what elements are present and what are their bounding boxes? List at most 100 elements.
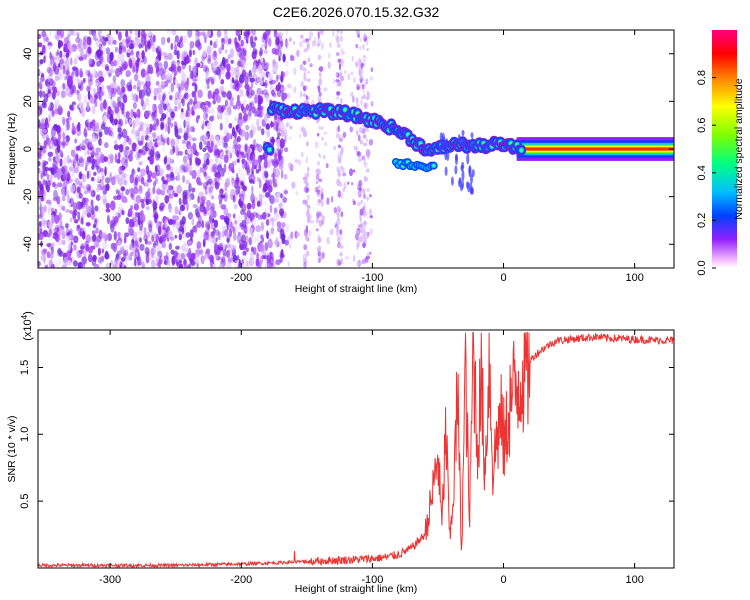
spectrogram-cell <box>69 104 72 110</box>
spectrogram-ridge-blob <box>457 133 461 145</box>
spectrogram-cell <box>144 44 148 53</box>
spectrogram-cell <box>265 123 271 131</box>
spectrogram-cell <box>147 64 151 74</box>
spectrogram-cell <box>297 159 302 166</box>
spectrogram-cell <box>317 199 322 204</box>
spectrogram-cell <box>209 254 214 263</box>
spectrogram-cell <box>290 84 293 90</box>
spectrogram-cell <box>197 114 201 120</box>
spectrogram-cell <box>152 121 158 130</box>
spectrogram-cell <box>211 218 215 224</box>
spectrogram-cell <box>281 71 286 78</box>
spectrogram-cell <box>205 221 211 228</box>
spectrogram-cell <box>274 32 280 38</box>
spectrogram-cell <box>38 261 41 267</box>
spectrogram-cell <box>318 220 322 228</box>
spectrogram-cell <box>206 78 210 85</box>
spectrogram-cell <box>97 247 101 256</box>
spectrogram-cell <box>115 253 120 259</box>
spectrogram-cell <box>249 228 252 235</box>
spectrogram-cell <box>342 131 347 139</box>
spectrogram-cell <box>306 70 311 75</box>
spectrogram-cell <box>63 36 70 44</box>
spectrogram-cell <box>353 145 357 151</box>
spectrogram-cell <box>333 145 337 151</box>
spectrogram-cell <box>238 112 243 120</box>
spectrogram-cell <box>66 120 71 131</box>
spectrogram-cell <box>170 111 176 119</box>
spectrogram-cell <box>126 36 131 42</box>
spectrogram-cell <box>120 45 125 54</box>
spectrogram-cell <box>99 93 103 103</box>
spectrogram-cell <box>263 170 268 178</box>
spectrogram-cell <box>270 173 276 179</box>
spectrogram-cell <box>336 81 341 86</box>
spectrogram-cell <box>243 158 247 169</box>
spectrogram-cell <box>362 188 366 195</box>
spectrogram-cell <box>38 149 42 160</box>
spectrogram-cell <box>269 194 275 205</box>
spectrogram-cell <box>329 42 332 48</box>
spectrogram-cell <box>256 200 261 207</box>
spectrogram-cell <box>60 90 66 99</box>
spectrogram-cell <box>174 129 179 138</box>
spectrogram-cell <box>65 57 71 66</box>
spectrogram-cell <box>235 224 240 232</box>
spectrogram-cell <box>113 144 120 151</box>
spectrogram-cell <box>40 254 45 261</box>
spectrogram-cell <box>228 122 233 129</box>
spectrogram-cell <box>59 250 64 257</box>
spectrogram-cell <box>340 47 344 56</box>
spectrogram-cell <box>321 136 324 141</box>
spectrogram-cell <box>358 186 362 192</box>
spectrogram-cell <box>48 242 54 250</box>
spectrogram-cell <box>260 56 264 63</box>
spectrogram-cell <box>324 141 328 147</box>
spectrogram-cell <box>80 217 84 225</box>
spectrogram-cell <box>105 208 111 213</box>
spectrogram-cell <box>282 196 288 203</box>
spectrogram-ridge-blob <box>470 137 474 150</box>
spectrogram-cell <box>258 72 262 79</box>
spectrogram-cell <box>132 65 136 73</box>
spectrogram-cell <box>145 205 150 211</box>
spectrogram-cell <box>258 163 262 172</box>
spectrogram-cell <box>154 164 161 172</box>
colorbar-gradient <box>712 30 737 268</box>
spectrogram-cell <box>299 41 304 48</box>
spectrogram-cell <box>161 136 166 146</box>
spectrogram-cell <box>153 249 157 254</box>
spectrogram-cell <box>352 95 355 103</box>
spectrogram-cell <box>163 183 170 192</box>
spectrogram-cell <box>356 129 359 136</box>
spectrogram-cell <box>341 167 345 173</box>
spectrogram-cell <box>318 125 321 131</box>
spectrogram-cell <box>138 256 142 266</box>
spectrogram-cell <box>55 51 60 56</box>
spectrogram-ridge <box>262 100 674 195</box>
spectrogram-cell <box>188 240 193 245</box>
spectrogram-cell <box>303 178 308 184</box>
spectrogram-cell <box>158 259 162 268</box>
spectrogram-cell <box>67 34 71 39</box>
spectrogram-cell <box>359 139 364 145</box>
spectrogram-cell <box>77 181 83 186</box>
spectrogram-cell <box>87 46 92 55</box>
spectrogram-cells <box>38 30 374 268</box>
spectrogram-cell <box>265 218 270 226</box>
spectrogram-cell <box>157 85 163 91</box>
spectrogram-cell <box>213 50 217 58</box>
spectrogram-cell <box>99 102 104 112</box>
spectrogram-ytick-label: 40 <box>22 48 34 60</box>
spectrogram-cell <box>277 132 281 137</box>
spectrogram-cell <box>43 121 50 129</box>
spectrogram-cell <box>53 61 57 69</box>
spectrogram-cell <box>300 81 304 88</box>
spectrogram-cell <box>70 196 74 206</box>
spectrogram-cell <box>53 138 59 147</box>
spectrogram-cell <box>205 199 211 208</box>
spectrogram-cell <box>233 203 238 210</box>
spectrogram-cell <box>307 229 312 237</box>
spectrogram-cell <box>60 116 64 121</box>
spectrogram-cell <box>120 263 124 268</box>
